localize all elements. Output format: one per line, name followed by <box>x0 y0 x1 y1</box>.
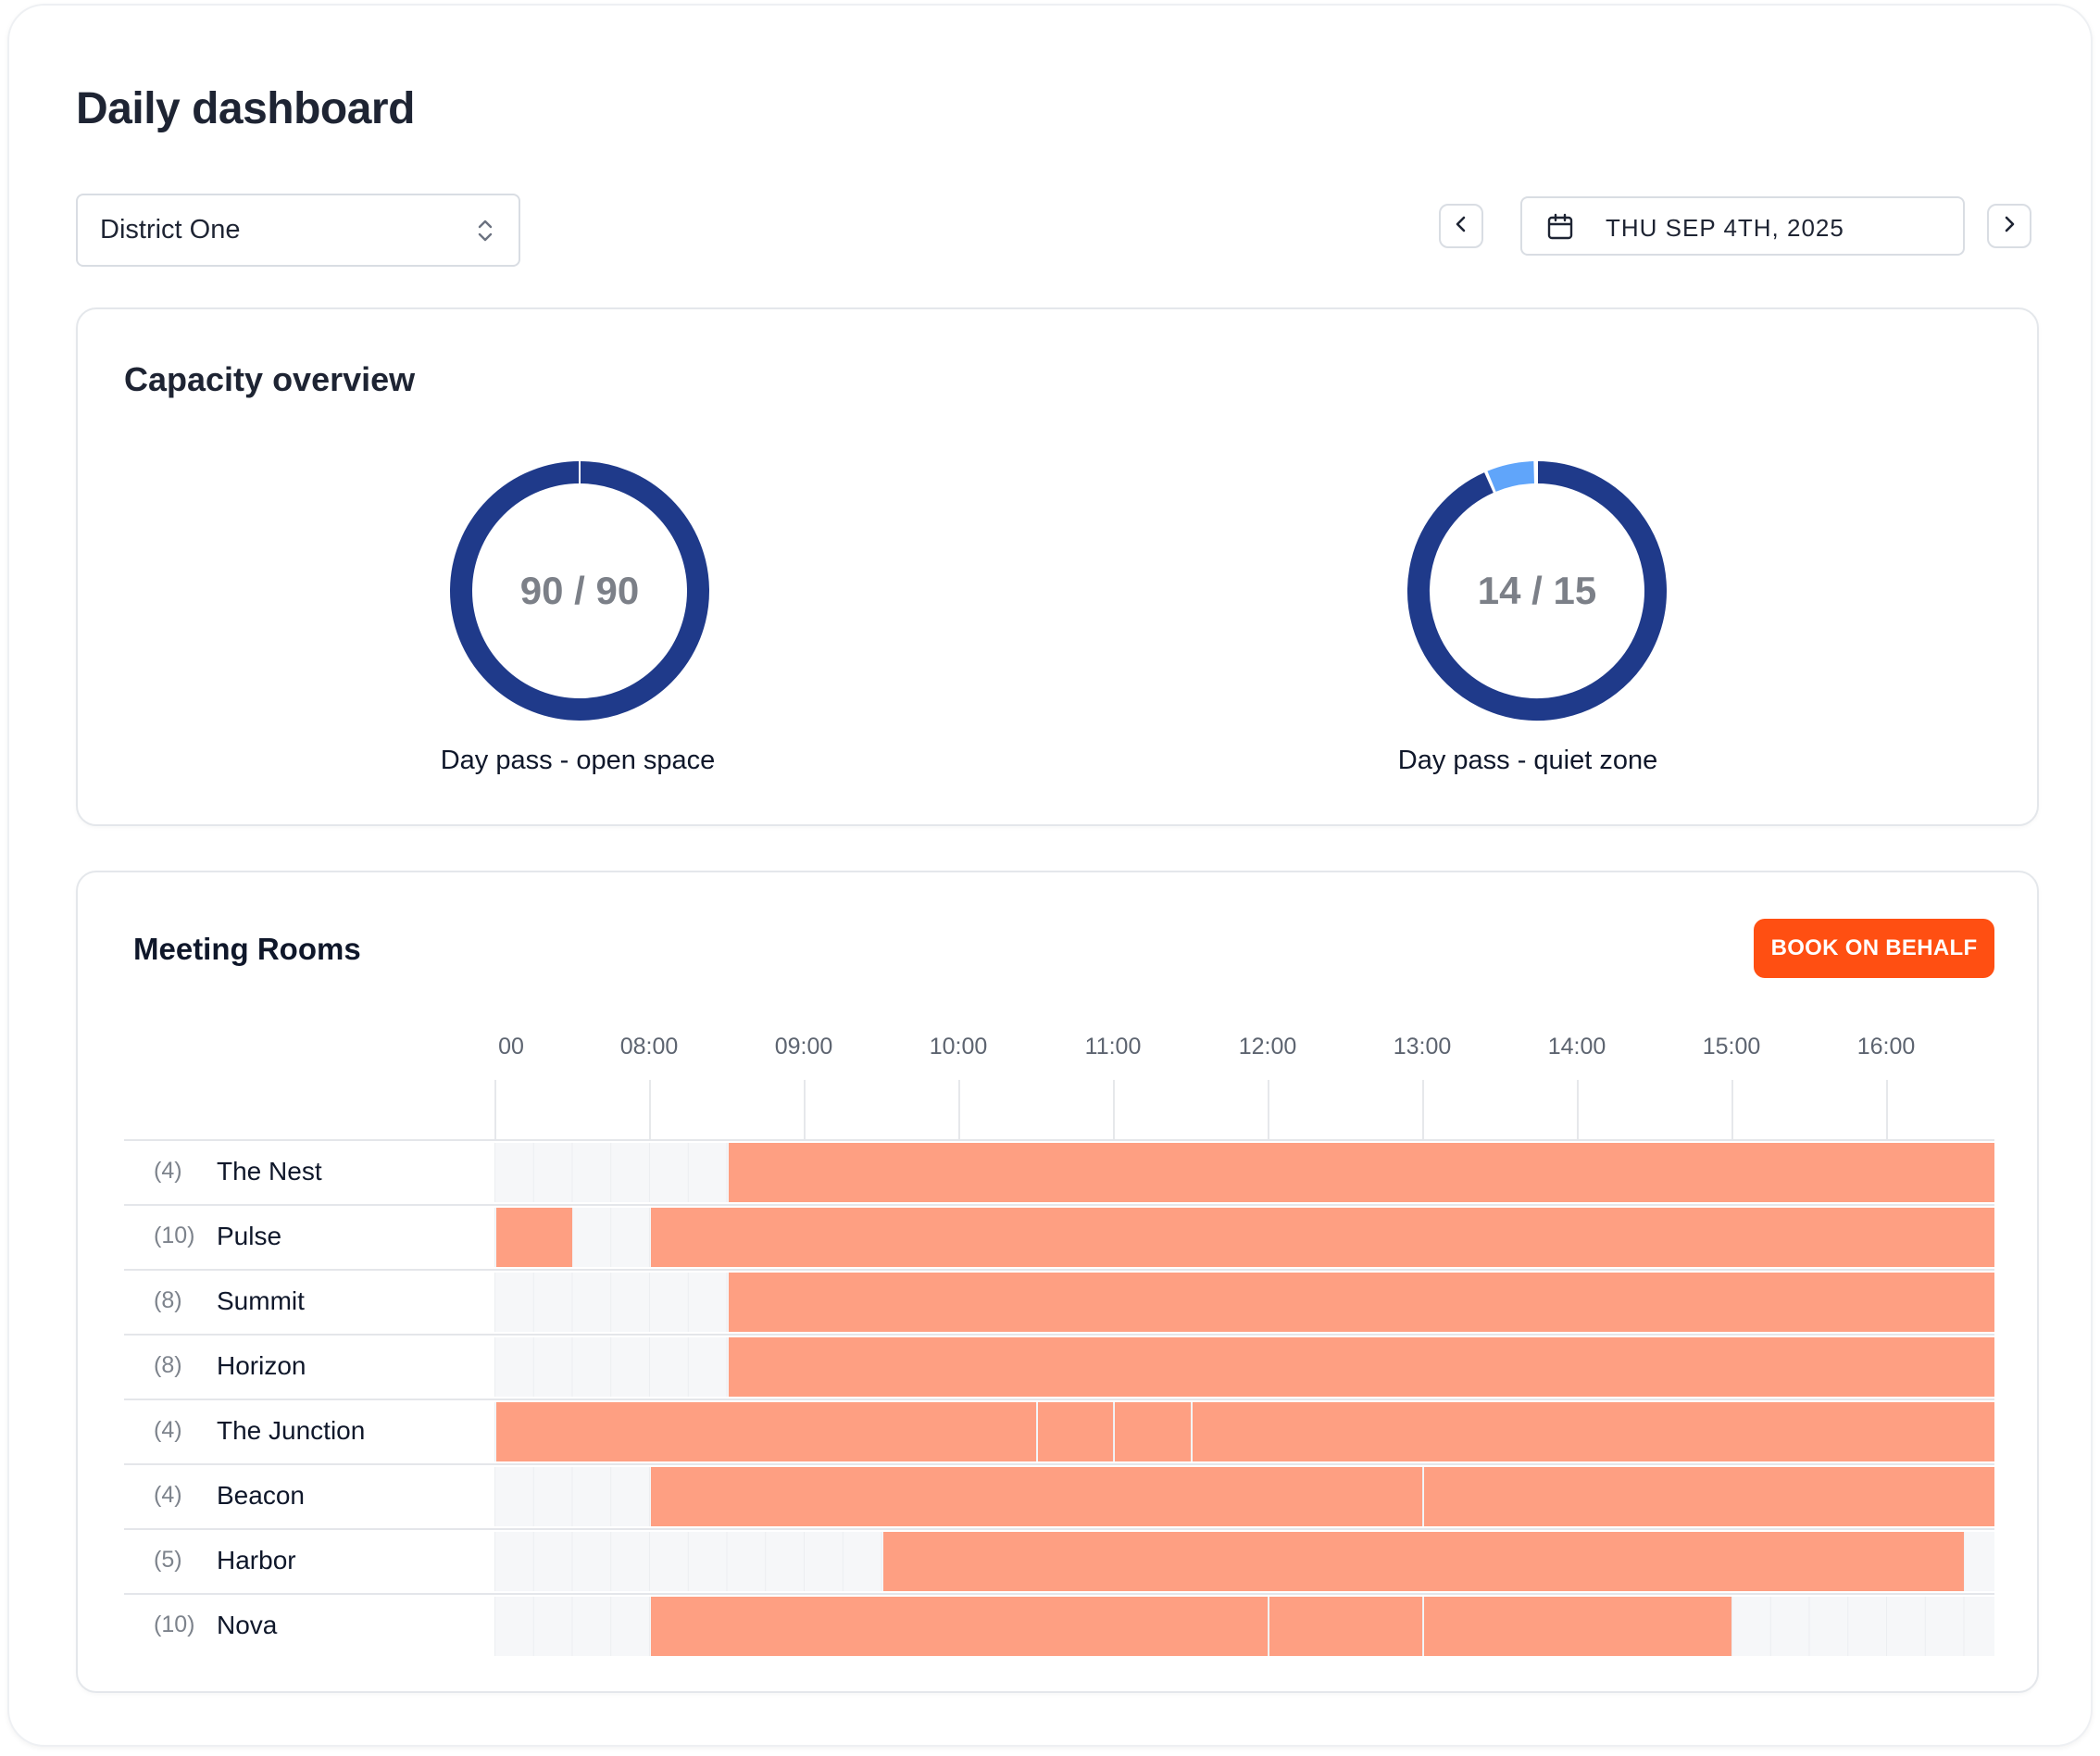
room-row: (10) Nova <box>124 1593 1994 1658</box>
booking-block[interactable] <box>651 1208 1994 1267</box>
booking-block[interactable] <box>1424 1597 1731 1656</box>
room-row: (8) Summit <box>124 1269 1994 1334</box>
booking-block[interactable] <box>496 1402 1036 1461</box>
chevron-right-icon <box>2000 215 2019 238</box>
hour-tick <box>1268 1080 1269 1139</box>
booking-block[interactable] <box>728 1337 1994 1397</box>
room-capacity: (10) <box>154 1223 195 1248</box>
booking-block[interactable] <box>1192 1402 1994 1461</box>
page-title: Daily dashboard <box>76 84 415 133</box>
room-name: Nova <box>217 1611 278 1639</box>
hour-label: 14:00 <box>1547 1034 1606 1060</box>
hour-tick <box>1577 1080 1579 1139</box>
room-capacity: (10) <box>154 1612 195 1637</box>
donut-booked-arc <box>1407 461 1667 721</box>
room-capacity: (4) <box>154 1158 182 1184</box>
room-timeline-track[interactable] <box>494 1467 1994 1526</box>
donut-quiet-zone-ring <box>1407 461 1667 721</box>
room-name: The Junction <box>217 1416 366 1445</box>
hour-label: 10:00 <box>929 1034 988 1060</box>
booking-block[interactable] <box>1115 1402 1191 1461</box>
room-capacity: (8) <box>154 1287 182 1313</box>
dashboard-window: Daily dashboard District One <box>7 4 2093 1747</box>
room-capacity: (4) <box>154 1482 182 1508</box>
donut-quiet-zone-label: Day pass - quiet zone <box>1397 746 1658 775</box>
location-select-value: District One <box>100 215 241 245</box>
donut-open-space-ring <box>450 461 709 721</box>
calendar-icon <box>1546 213 1574 245</box>
room-timeline-track[interactable] <box>494 1597 1994 1656</box>
hour-tick <box>1422 1080 1424 1139</box>
hour-label: 09:00 <box>774 1034 833 1060</box>
capacity-overview-card: Capacity overview 90 / 90 Day pass - ope… <box>76 307 2039 826</box>
booking-block[interactable] <box>651 1467 1422 1526</box>
room-row: (4) The Junction <box>124 1399 1994 1463</box>
room-capacity: (5) <box>154 1547 182 1573</box>
room-name: The Nest <box>217 1157 322 1185</box>
room-timeline-track[interactable] <box>494 1402 1994 1461</box>
room-row: (4) Beacon <box>124 1463 1994 1528</box>
booking-block[interactable] <box>728 1273 1994 1332</box>
capacity-overview-title: Capacity overview <box>124 360 416 398</box>
date-picker[interactable]: THU SEP 4TH, 2025 <box>1520 196 1965 256</box>
previous-day-button[interactable] <box>1439 204 1483 248</box>
room-timeline-track[interactable] <box>494 1337 1994 1397</box>
booking-block[interactable] <box>651 1597 1268 1656</box>
room-timeline-track[interactable] <box>494 1532 1994 1591</box>
room-row: (5) Harbor <box>124 1528 1994 1593</box>
room-name: Summit <box>217 1286 305 1315</box>
booking-block[interactable] <box>496 1208 572 1267</box>
book-on-behalf-button[interactable]: BOOK ON BEHALF <box>1754 919 1994 978</box>
booking-block[interactable] <box>1269 1597 1422 1656</box>
hour-tick <box>649 1080 651 1139</box>
room-name: Horizon <box>217 1351 306 1380</box>
hour-label: 16:00 <box>1856 1034 1916 1060</box>
date-text: THU SEP 4TH, 2025 <box>1606 214 1844 242</box>
next-day-button[interactable] <box>1987 204 2031 248</box>
donut-free-arc <box>1487 461 1535 492</box>
donut-open-space: 90 / 90 <box>448 459 711 722</box>
meeting-rooms-title: Meeting Rooms <box>133 932 361 966</box>
booking-block[interactable] <box>882 1532 1964 1591</box>
hour-tick <box>494 1080 496 1139</box>
room-row: (4) The Nest <box>124 1139 1994 1204</box>
hour-tick <box>804 1080 806 1139</box>
donut-quiet-zone: 14 / 15 <box>1406 459 1669 722</box>
hour-tick <box>1113 1080 1115 1139</box>
meeting-rooms-card: Meeting Rooms BOOK ON BEHALF 00 08:00 09:0… <box>76 871 2039 1693</box>
booking-block[interactable] <box>1424 1467 1994 1526</box>
hour-label: 00 <box>498 1034 524 1060</box>
room-row: (8) Horizon <box>124 1334 1994 1399</box>
hour-label: 12:00 <box>1238 1034 1297 1060</box>
donut-quiet-zone-value: 14 / 15 <box>1477 569 1597 612</box>
room-name: Beacon <box>217 1481 305 1510</box>
room-name: Harbor <box>217 1546 296 1574</box>
hour-label: 13:00 <box>1393 1034 1452 1060</box>
hour-label: 08:00 <box>619 1034 679 1060</box>
room-name: Pulse <box>217 1222 282 1250</box>
hour-tick <box>1886 1080 1888 1139</box>
hour-label: 15:00 <box>1702 1034 1761 1060</box>
chevron-left-icon <box>1452 215 1470 238</box>
room-capacity: (4) <box>154 1417 182 1443</box>
donut-open-space-value: 90 / 90 <box>519 569 640 612</box>
donut-open-space-label: Day pass - open space <box>440 746 716 775</box>
booking-block[interactable] <box>1037 1402 1113 1461</box>
room-capacity: (8) <box>154 1352 182 1378</box>
room-timeline-track[interactable] <box>494 1143 1994 1202</box>
booking-block[interactable] <box>728 1143 1994 1202</box>
chevron-up-down-icon <box>476 216 494 253</box>
hour-tick <box>1731 1080 1733 1139</box>
room-timeline-track[interactable] <box>494 1273 1994 1332</box>
hour-label: 11:00 <box>1084 1034 1142 1060</box>
room-timeline-track[interactable] <box>494 1208 1994 1267</box>
hour-tick <box>958 1080 960 1139</box>
location-select[interactable]: District One <box>76 194 520 267</box>
room-row: (10) Pulse <box>124 1204 1994 1269</box>
